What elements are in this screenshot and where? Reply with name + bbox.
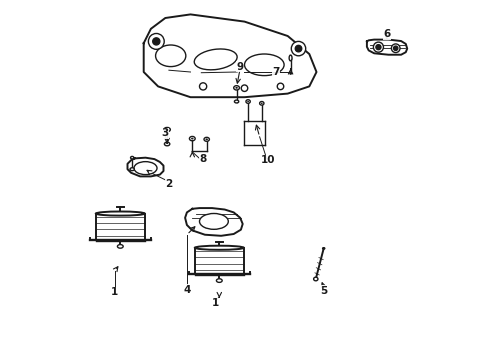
Ellipse shape — [117, 244, 123, 248]
Ellipse shape — [235, 87, 237, 89]
Text: 9: 9 — [236, 62, 243, 72]
Text: 2: 2 — [165, 179, 172, 189]
Circle shape — [390, 44, 399, 53]
Ellipse shape — [233, 86, 239, 90]
Ellipse shape — [164, 142, 169, 146]
Ellipse shape — [244, 54, 284, 76]
Ellipse shape — [194, 49, 237, 70]
Circle shape — [152, 38, 160, 45]
Circle shape — [373, 42, 383, 52]
Ellipse shape — [321, 247, 325, 250]
Ellipse shape — [163, 127, 170, 132]
Ellipse shape — [199, 213, 228, 229]
Circle shape — [148, 33, 164, 49]
Ellipse shape — [194, 246, 244, 250]
Circle shape — [393, 46, 397, 50]
Ellipse shape — [205, 138, 207, 140]
Ellipse shape — [155, 45, 185, 67]
Circle shape — [375, 45, 380, 50]
Circle shape — [241, 85, 247, 91]
Ellipse shape — [259, 102, 264, 105]
Text: 5: 5 — [320, 286, 326, 296]
Circle shape — [277, 83, 283, 90]
Ellipse shape — [288, 55, 291, 61]
Ellipse shape — [189, 136, 195, 141]
Circle shape — [291, 41, 305, 56]
Ellipse shape — [288, 71, 291, 75]
Circle shape — [199, 83, 206, 90]
Ellipse shape — [216, 279, 222, 282]
Text: 4: 4 — [183, 285, 190, 295]
Ellipse shape — [130, 156, 134, 159]
Text: 10: 10 — [260, 155, 275, 165]
Text: 1: 1 — [212, 298, 219, 308]
Text: 7: 7 — [272, 67, 279, 77]
Text: 8: 8 — [199, 154, 206, 164]
Ellipse shape — [247, 101, 248, 102]
Ellipse shape — [165, 129, 168, 130]
Ellipse shape — [130, 168, 134, 171]
Text: 6: 6 — [382, 29, 389, 39]
Ellipse shape — [234, 100, 238, 103]
Text: 3: 3 — [161, 128, 168, 138]
Ellipse shape — [313, 277, 317, 281]
Ellipse shape — [203, 137, 209, 141]
Ellipse shape — [96, 211, 144, 216]
Text: 1: 1 — [111, 287, 118, 297]
Ellipse shape — [134, 162, 157, 175]
Ellipse shape — [245, 100, 250, 103]
Ellipse shape — [260, 103, 262, 104]
Ellipse shape — [191, 138, 193, 139]
Circle shape — [295, 45, 301, 52]
